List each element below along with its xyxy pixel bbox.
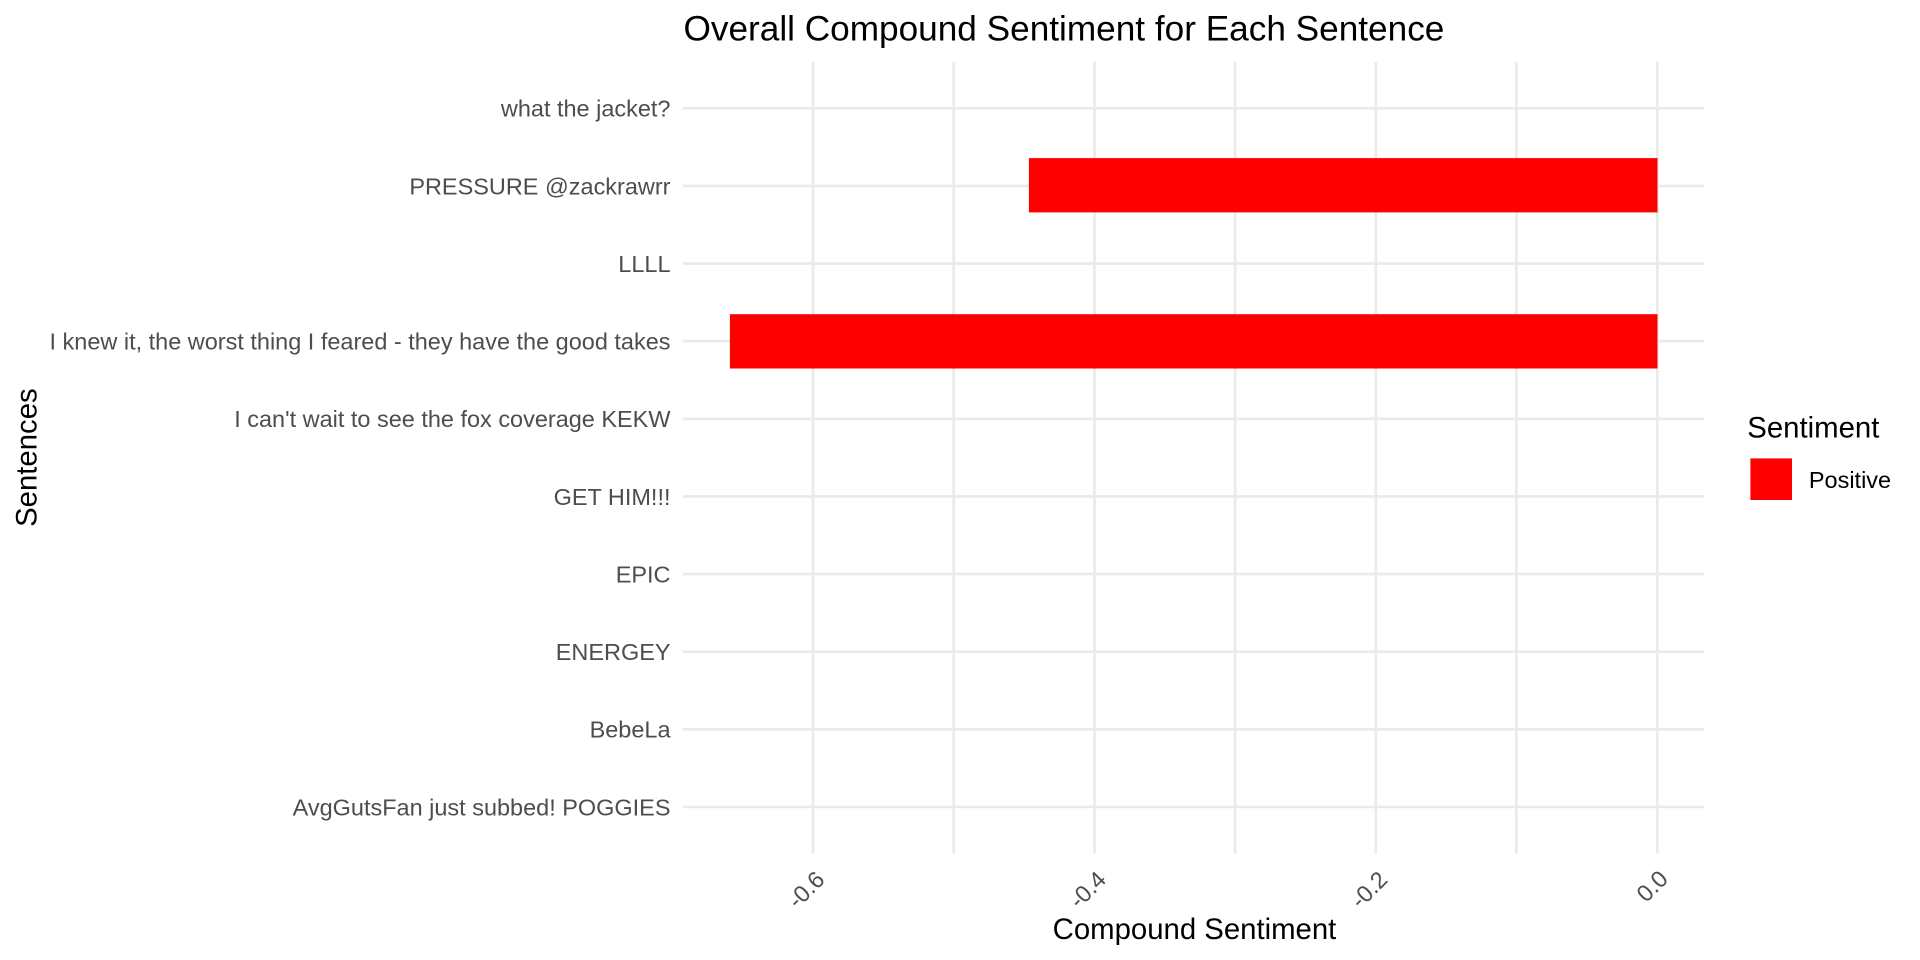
svg-text:EPIC: EPIC — [616, 562, 671, 588]
svg-text:what the jacket?: what the jacket? — [500, 96, 671, 122]
svg-text:Compound Sentiment: Compound Sentiment — [1053, 913, 1337, 946]
svg-text:I knew it, the worst thing I f: I knew it, the worst thing I feared - th… — [50, 329, 671, 355]
svg-text:AvgGutsFan just subbed! POGGIE: AvgGutsFan just subbed! POGGIES — [293, 794, 671, 820]
svg-text:Sentences: Sentences — [10, 388, 43, 527]
svg-text:PRESSURE @zackrawrr: PRESSURE @zackrawrr — [409, 173, 670, 199]
svg-text:Sentiment: Sentiment — [1747, 412, 1879, 445]
svg-text:Overall Compound Sentiment for: Overall Compound Sentiment for Each Sent… — [684, 9, 1445, 48]
svg-text:ENERGEY: ENERGEY — [556, 639, 671, 665]
svg-text:GET HIM!!!: GET HIM!!! — [554, 484, 671, 510]
svg-text:Positive: Positive — [1809, 467, 1891, 493]
svg-text:LLLL: LLLL — [618, 251, 670, 277]
svg-text:I can't wait to see the fox co: I can't wait to see the fox coverage KEK… — [234, 406, 671, 432]
svg-text:BebeLa: BebeLa — [590, 717, 672, 743]
